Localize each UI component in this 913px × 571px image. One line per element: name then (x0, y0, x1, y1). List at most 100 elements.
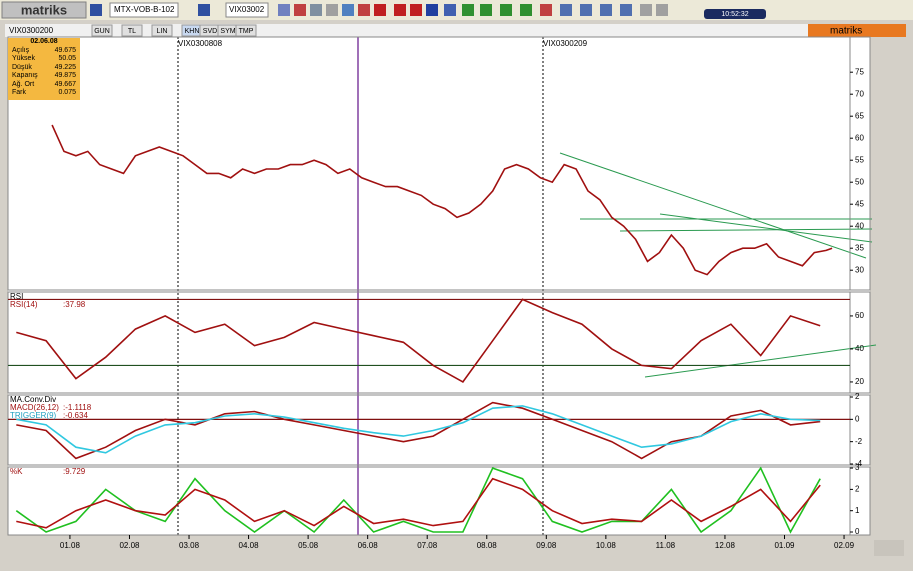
y-tick-label: 30 (855, 265, 864, 274)
y-tick-label: 20 (855, 377, 864, 386)
legend-value: :-0.634 (63, 411, 88, 420)
clock: 10:52:32 (721, 11, 748, 18)
tab (121, 24, 143, 37)
y-tick-label: 65 (855, 111, 864, 120)
panel-frame (7, 291, 871, 394)
info-row: Fark 0.075 (8, 89, 80, 98)
x-tick-label: 10.08 (596, 541, 617, 550)
info-row: Yüksek 50.05 (8, 55, 80, 64)
panel-title: RSI (10, 292, 23, 301)
x-tick-label: 02.08 (119, 541, 140, 550)
x-tick-label: 02.09 (834, 541, 855, 550)
info-label: Fark (12, 89, 26, 96)
y-tick-label: -4 (855, 459, 863, 468)
x-tick-label: 07.08 (417, 541, 438, 550)
legend-value: :9.729 (63, 467, 86, 476)
info-label: Ağ. Ort (12, 80, 35, 88)
y-tick-label: 35 (855, 243, 864, 252)
y-tick-label: 60 (855, 311, 864, 320)
panel-frame (7, 466, 871, 536)
annotation: VIX0300209 (543, 39, 588, 48)
toolbar-icons (90, 4, 668, 16)
x-tick-label: 09.08 (536, 541, 557, 550)
info-row: Kapanış 49.875 (8, 72, 80, 81)
y-tick-label: 40 (855, 221, 864, 230)
info-value: 0.075 (58, 89, 76, 96)
logo: matriks (21, 2, 67, 17)
y-tick-label: 2 (855, 392, 860, 401)
logo-box (1, 1, 87, 19)
symbol-box[interactable] (109, 2, 179, 18)
annotation: VIX0300808 (178, 39, 223, 48)
x-tick-label: 12.08 (715, 541, 736, 550)
x-tick-label: 01.09 (774, 541, 795, 550)
x-tick-label: 06.08 (358, 541, 379, 550)
tab (151, 24, 173, 37)
y-tick-label: 1 (855, 506, 860, 515)
brand-bar (808, 24, 906, 37)
clock-box (704, 9, 766, 19)
x-tick-label: 04.08 (239, 541, 260, 550)
chart-area (8, 37, 870, 535)
x-tick-label: 11.08 (656, 541, 676, 550)
info-value: 50.05 (58, 55, 76, 62)
info-row: Açılış 49.675 (8, 47, 80, 56)
info-label: Düşük (12, 63, 32, 71)
y-tick-label: 2 (855, 484, 860, 493)
symbol2[interactable]: VIX03002 (229, 5, 265, 14)
info-label: Açılış (12, 46, 30, 54)
y-tick-label: 3 (855, 463, 860, 472)
tab-label[interactable]: KHN (185, 28, 200, 35)
trend-lines (559, 152, 877, 378)
tab-label[interactable]: GUN (94, 28, 110, 35)
y-tick-label: 40 (855, 344, 864, 353)
legend-name: TRIGGER(9) (10, 411, 57, 420)
tab-label[interactable]: SVD (203, 28, 217, 35)
y-tick-label: 70 (855, 89, 864, 98)
y-tick-label: 50 (855, 177, 864, 186)
series-line (16, 298, 821, 383)
info-value: 49.225 (54, 63, 76, 71)
y-tick-label: 55 (855, 155, 864, 164)
legend-name: MACD(26,12) (10, 403, 59, 412)
series-line (16, 477, 821, 529)
legend-value: :37.98 (63, 300, 86, 309)
legend-name: %K (10, 467, 23, 476)
info-value: 49.667 (54, 80, 76, 88)
y-tick-label: 45 (855, 199, 864, 208)
info-row: Ağ. Ort 49.667 (8, 81, 80, 90)
tab-label[interactable]: SYM (220, 28, 235, 35)
series-line (16, 401, 821, 460)
tab (91, 24, 113, 37)
info-value: 49.675 (54, 46, 76, 54)
info-label: Kapanış (12, 72, 38, 79)
info-value: 49.875 (54, 72, 76, 79)
x-tick-label: 05.08 (298, 541, 319, 550)
tab-label[interactable]: LIN (157, 28, 168, 35)
x-tick-label: 03.08 (179, 541, 200, 550)
active-symbol[interactable]: VIX0300200 (9, 26, 54, 35)
legend-value: :-1.1118 (63, 403, 92, 412)
y-tick-label: 75 (855, 67, 864, 76)
panel-frame (7, 394, 871, 466)
symbol[interactable]: MTX-VOB-B-102 (114, 5, 175, 14)
nav-buttons[interactable] (874, 540, 904, 556)
x-tick-label: 08.08 (477, 541, 498, 550)
panel-title: MA.Conv.Div (10, 395, 56, 404)
symbol2-box[interactable] (225, 2, 269, 18)
y-tick-label: -2 (855, 437, 863, 446)
x-tick-label: 01.08 (60, 541, 81, 550)
info-box: 02.06.08 Açılış 49.675 Yüksek 50.05 Düşük 49.… (8, 38, 80, 100)
panel-frame (7, 36, 871, 291)
info-label: Yüksek (12, 55, 35, 62)
tab (235, 24, 257, 37)
tab-label[interactable]: TMP (239, 28, 254, 35)
info-row: Düşük 49.225 (8, 64, 80, 73)
y-tick-label: 0 (855, 414, 860, 423)
tab-label[interactable]: TL (128, 28, 136, 35)
y-tick-label: 0 (855, 527, 860, 536)
info-date: 02.06.08 (30, 38, 58, 45)
legend-name: RSI(14) (10, 300, 38, 309)
